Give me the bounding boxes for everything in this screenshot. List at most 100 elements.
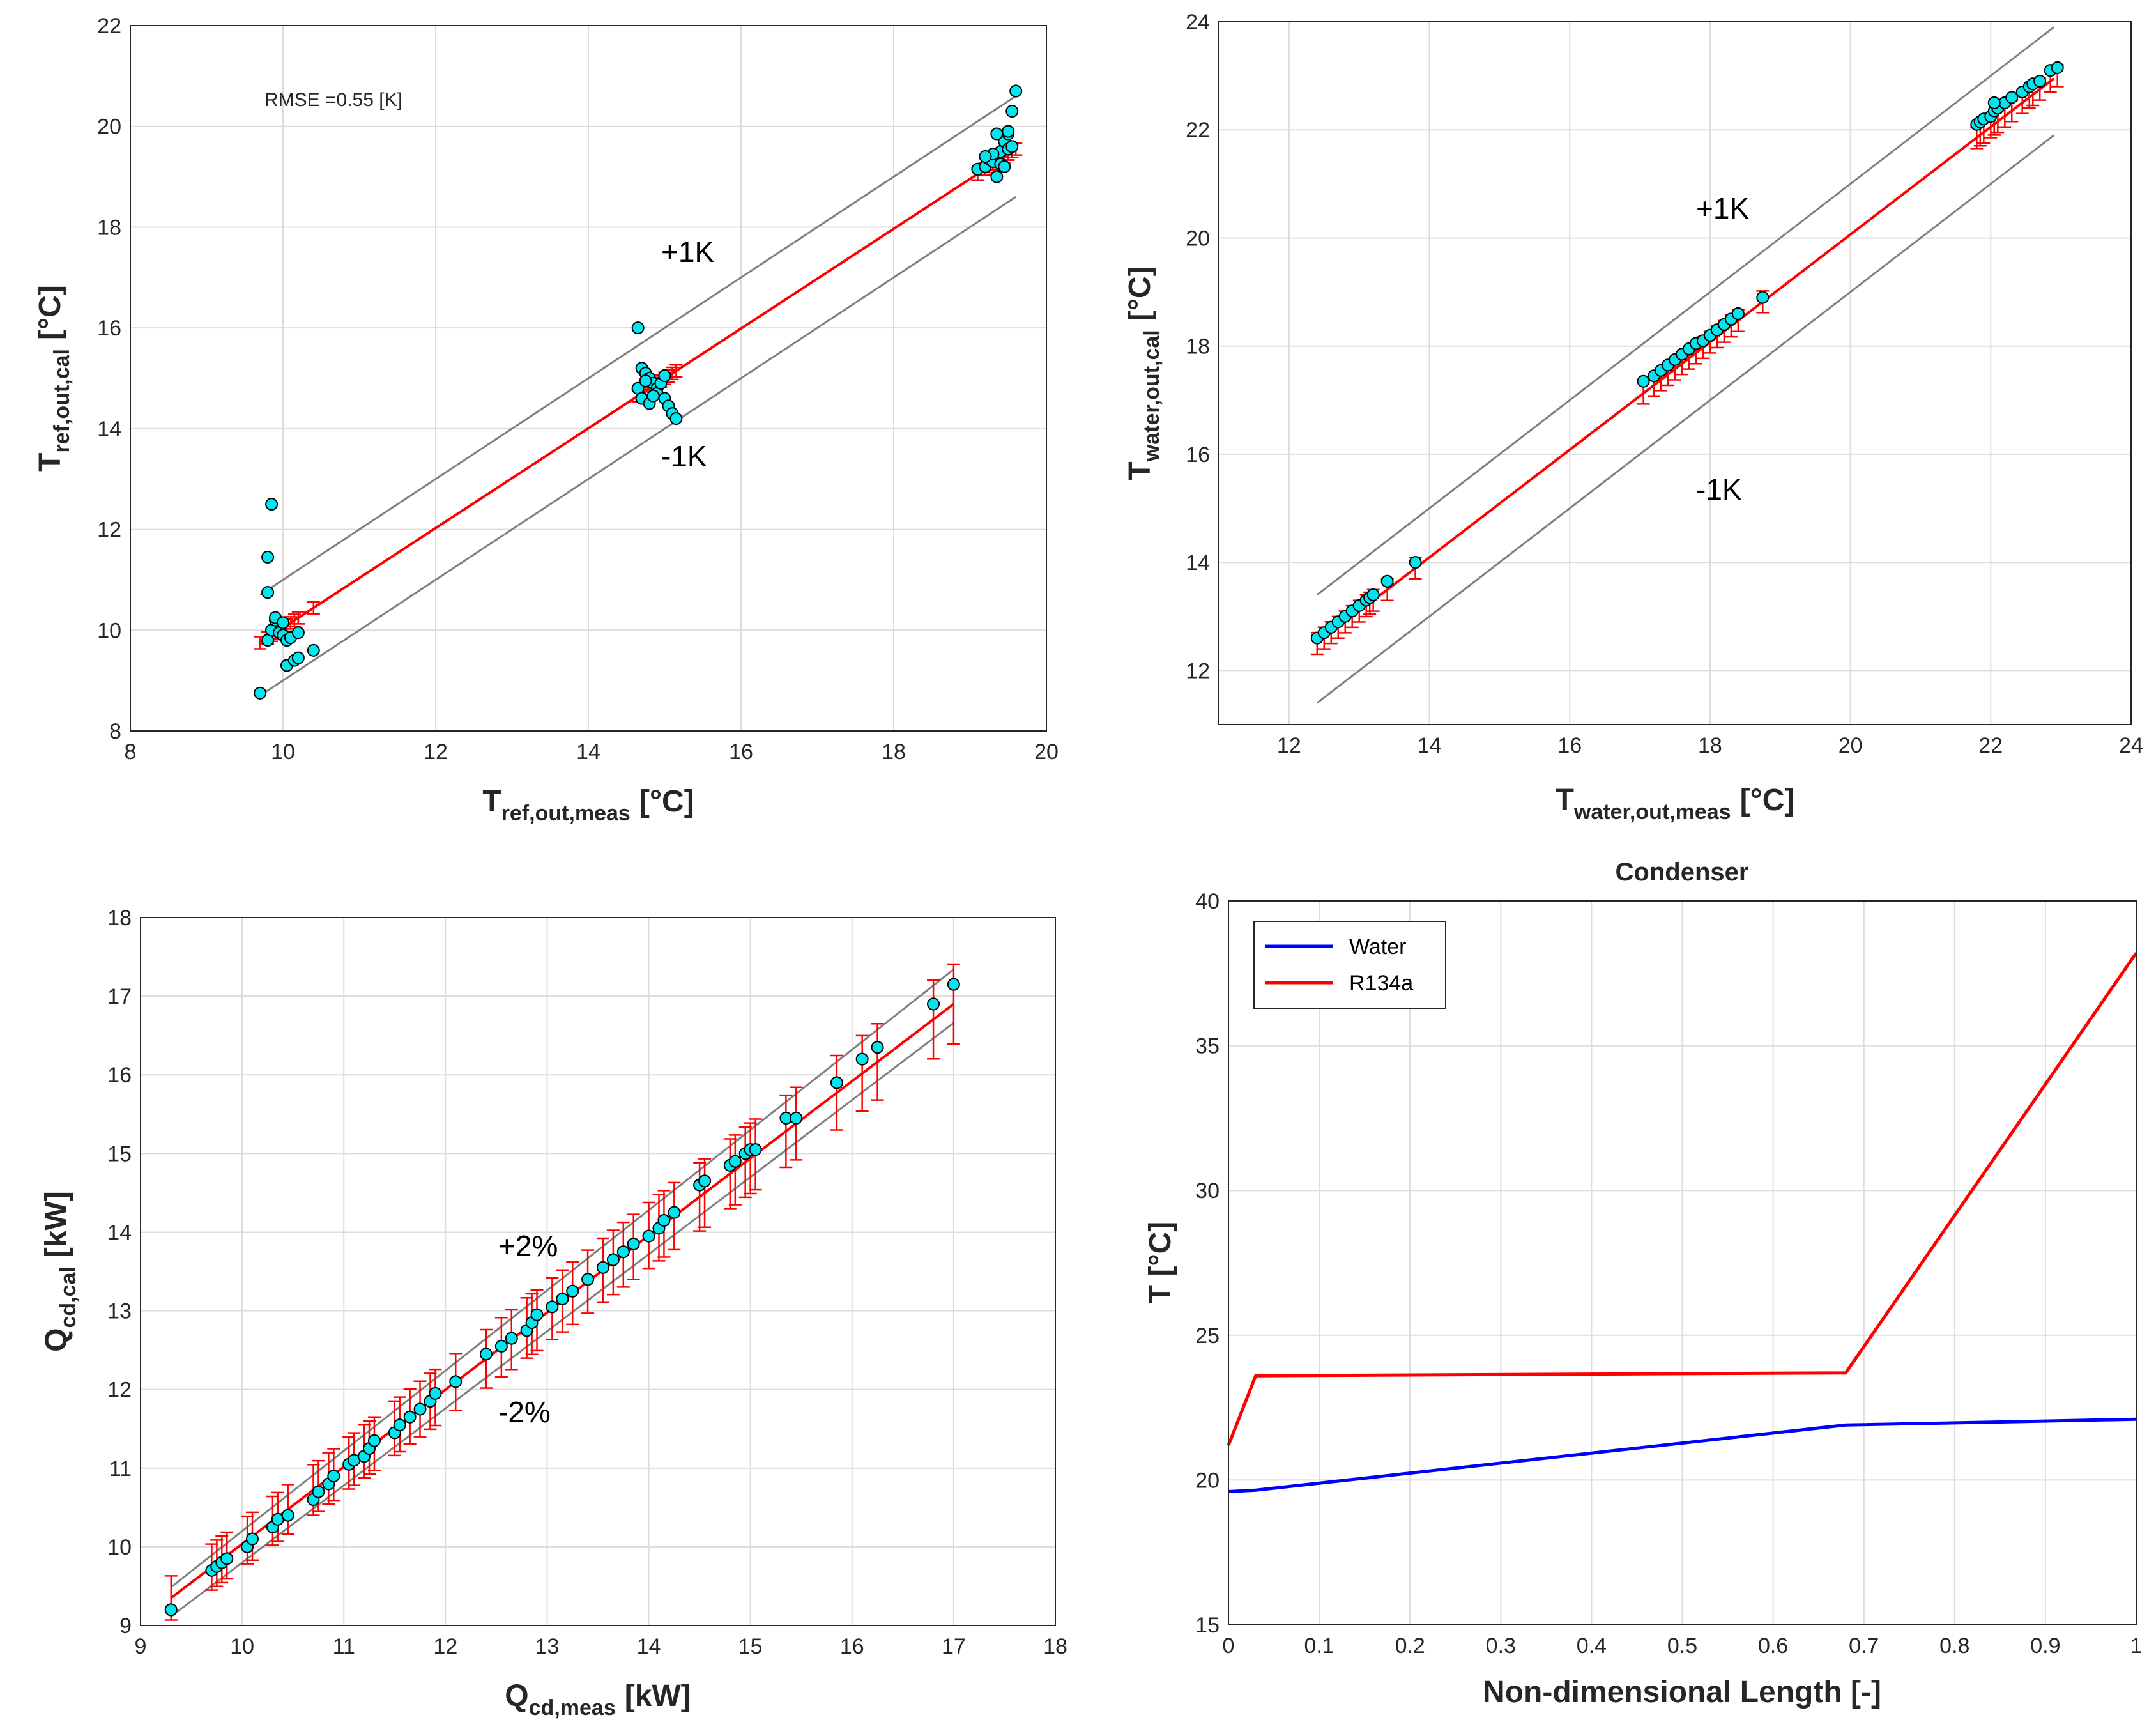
data-point: [403, 1410, 417, 1424]
series-r134a: [1227, 952, 2138, 1446]
y-tick-label: 22: [1186, 118, 1210, 142]
x-tick-label: 0.7: [1849, 1634, 1879, 1658]
y-tick-label: 16: [97, 316, 121, 341]
y-axis-label: Qcd,cal[kW]: [40, 1191, 80, 1352]
data-point: [979, 150, 992, 164]
data-points: [164, 978, 960, 1617]
data-point: [669, 412, 683, 426]
x-tick-label: 14: [637, 1634, 661, 1659]
x-tick-label: 0.9: [2030, 1634, 2060, 1658]
y-tick-label: 10: [97, 618, 121, 643]
data-point: [1637, 374, 1650, 388]
y-tick-label: 30: [1195, 1179, 1219, 1203]
y-tick-label: 13: [107, 1300, 132, 1324]
data-point: [393, 1418, 406, 1432]
data-point: [990, 170, 1004, 183]
data-point: [254, 686, 267, 700]
data-point: [990, 127, 1004, 141]
reference-line: [259, 95, 1017, 596]
x-tick-label: 14: [1418, 734, 1442, 758]
plus-1k-label: +1K: [1696, 192, 1749, 225]
data-point: [646, 389, 660, 403]
axes-box: [1218, 21, 2132, 725]
data-points: [254, 84, 1023, 700]
data-point: [1005, 105, 1019, 118]
axes-box: [130, 25, 1047, 732]
x-tick-label: 0.1: [1304, 1634, 1334, 1658]
data-point: [581, 1273, 595, 1286]
y-tick-label: 35: [1195, 1034, 1219, 1059]
data-point: [246, 1532, 259, 1546]
data-point: [998, 160, 1011, 173]
data-point: [596, 1261, 609, 1274]
y-tick-label: 15: [1195, 1613, 1219, 1638]
x-tick-label: 0.4: [1577, 1634, 1607, 1658]
reference-lines: [259, 95, 1017, 697]
x-axis-label: Tref,out,meas [°C]: [482, 785, 694, 826]
data-point: [312, 1485, 325, 1498]
legend: Water R134a: [1253, 921, 1446, 1009]
data-point: [429, 1386, 442, 1400]
y-tick-label: 20: [1195, 1468, 1219, 1493]
legend-water-label: Water: [1349, 935, 1406, 959]
data-point: [505, 1332, 518, 1345]
y-tick-label: 14: [1186, 551, 1210, 575]
data-point: [556, 1293, 569, 1306]
x-tick-label: 12: [424, 740, 448, 764]
y-tick-label: 16: [1186, 443, 1210, 467]
x-tick-label: 0: [1223, 1634, 1235, 1658]
y-tick-label: 12: [97, 518, 121, 542]
data-point: [546, 1300, 559, 1314]
data-point: [2033, 75, 2047, 88]
x-tick-label: 16: [840, 1634, 864, 1659]
data-point: [327, 1470, 340, 1483]
plus-2pct-label: +2%: [498, 1229, 558, 1263]
data-point: [2051, 61, 2064, 74]
reference-line: [1316, 26, 2055, 596]
data-point: [291, 651, 305, 664]
panel-ref-outlet-temperature: 8 10 12 14 16 18 20 8 10 12 14 16 18 20 22 Tref,out,me…: [33, 14, 1059, 826]
plot-area: [141, 918, 1055, 1625]
plus-1k-label: +1K: [661, 235, 714, 268]
data-point: [1005, 140, 1019, 153]
data-point: [566, 1284, 579, 1298]
data-point: [530, 1308, 544, 1321]
y-tick-label: 8: [109, 719, 121, 744]
y-tick-label: 40: [1195, 889, 1219, 914]
y-tick-label: 14: [107, 1220, 132, 1245]
data-point: [606, 1253, 620, 1266]
y-tick-label: 25: [1195, 1324, 1219, 1348]
x-tick-label: 0.2: [1395, 1634, 1425, 1658]
y-tick-label: 18: [1186, 335, 1210, 359]
legend-r134a-label: R134a: [1349, 971, 1413, 995]
data-point: [642, 1229, 655, 1243]
panel-condenser-heat-capacity: 9 10 11 12 13 14 15 16 17 18 9 10 11 12 13 14 15 16 17 18 Q…: [40, 906, 1067, 1720]
x-tick-label: 20: [1839, 734, 1863, 758]
y-tick-label: 18: [107, 906, 132, 930]
x-axis-label: Non-dimensional Length [-]: [1483, 1675, 1881, 1709]
y-tick-label: 12: [107, 1378, 132, 1402]
x-tick-label: 11: [333, 1634, 355, 1659]
rmse-annotation: RMSE =0.55 [K]: [264, 89, 402, 111]
data-point: [220, 1552, 234, 1565]
x-tick-label: 18: [1698, 734, 1722, 758]
y-axis-label: T [°C]: [1143, 1222, 1177, 1303]
data-point: [479, 1348, 493, 1361]
data-point: [639, 374, 652, 387]
ticks: 12 14 16 18 20 22 24 12 14 16 18 20 22 24: [1186, 10, 2143, 758]
panel-water-outlet-temperature: 12 14 16 18 20 22 24 12 14 16 18 20 22 24 Twater,out,…: [1123, 10, 2143, 824]
legend-box: [1253, 921, 1446, 1009]
data-point: [728, 1155, 742, 1168]
data-point: [494, 1339, 508, 1353]
x-tick-label: 0.6: [1758, 1634, 1788, 1658]
ticks: 0 0.1 0.2 0.3 0.4 0.5 0.6 0.7 0.8 0.9 1 15 20 25 30 35 4…: [1195, 889, 2142, 1658]
y-tick-label: 18: [97, 215, 121, 240]
x-tick-label: 0.5: [1667, 1634, 1697, 1658]
x-tick-label: 0.3: [1486, 1634, 1516, 1658]
y-axis-label: Tref,out,cal[°C]: [33, 285, 74, 472]
y-tick-label: 22: [97, 14, 121, 38]
y-tick-label: 17: [107, 985, 132, 1009]
x-tick-label: 12: [433, 1634, 457, 1659]
data-point: [1756, 291, 1770, 304]
